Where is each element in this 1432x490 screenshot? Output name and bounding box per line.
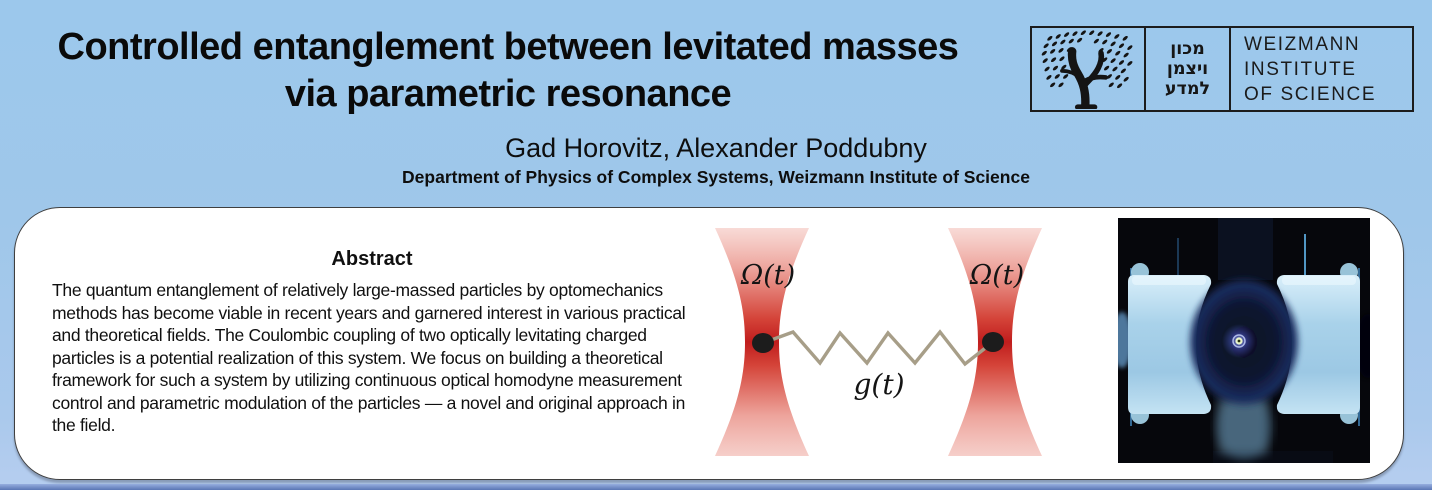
authors-line: Gad Horovitz, Alexander Poddubny: [505, 133, 927, 163]
coupling-spring-icon: [762, 329, 995, 367]
logo-hebrew-line2: ויצמן: [1166, 59, 1209, 79]
experiment-photo: [1118, 218, 1370, 463]
page-bottom-strip: [0, 484, 1432, 490]
logo-hebrew-text: מכון ויצמן למדע: [1144, 28, 1229, 110]
particle-left: [752, 333, 774, 353]
weizmann-logo: מכון ויצמן למדע WEIZMANN INSTITUTE OF SC…: [1030, 26, 1414, 112]
logo-english-line3: OF SCIENCE: [1244, 83, 1377, 105]
abstract-heading: Abstract: [331, 248, 413, 270]
trap-frequency-label-right: Ω(t): [969, 260, 1024, 291]
particle-right: [982, 332, 1004, 352]
logo-english-line1: WEIZMANN: [1244, 33, 1361, 55]
page-title-line2: via parametric resonance: [284, 73, 732, 115]
page-title: Controlled entanglement between levitate…: [2, 24, 1014, 118]
tree-trunk: [1060, 47, 1108, 109]
abstract-section: Abstract The quantum entanglement of rel…: [52, 247, 692, 437]
electrode-left: [1128, 275, 1212, 414]
affiliation-line: Department of Physics of Complex Systems…: [402, 167, 1030, 187]
weizmann-tree-icon: [1032, 28, 1144, 110]
coupling-strength-label: g(t): [853, 368, 904, 401]
electrode-right: [1276, 275, 1360, 414]
page-title-line1: Controlled entanglement between levitate…: [57, 26, 959, 68]
trap-frequency-label-left: Ω(t): [740, 260, 795, 291]
logo-english-line2: INSTITUTE: [1244, 58, 1357, 80]
logo-hebrew-line3: למדע: [1164, 79, 1211, 99]
abstract-body: The quantum entanglement of relatively l…: [52, 280, 686, 435]
logo-english-text: WEIZMANN INSTITUTE OF SCIENCE: [1229, 28, 1412, 110]
logo-hebrew-line1: מכון: [1170, 39, 1205, 59]
optical-trap-diagram: Ω(t) Ω(t) g(t): [715, 228, 1042, 456]
